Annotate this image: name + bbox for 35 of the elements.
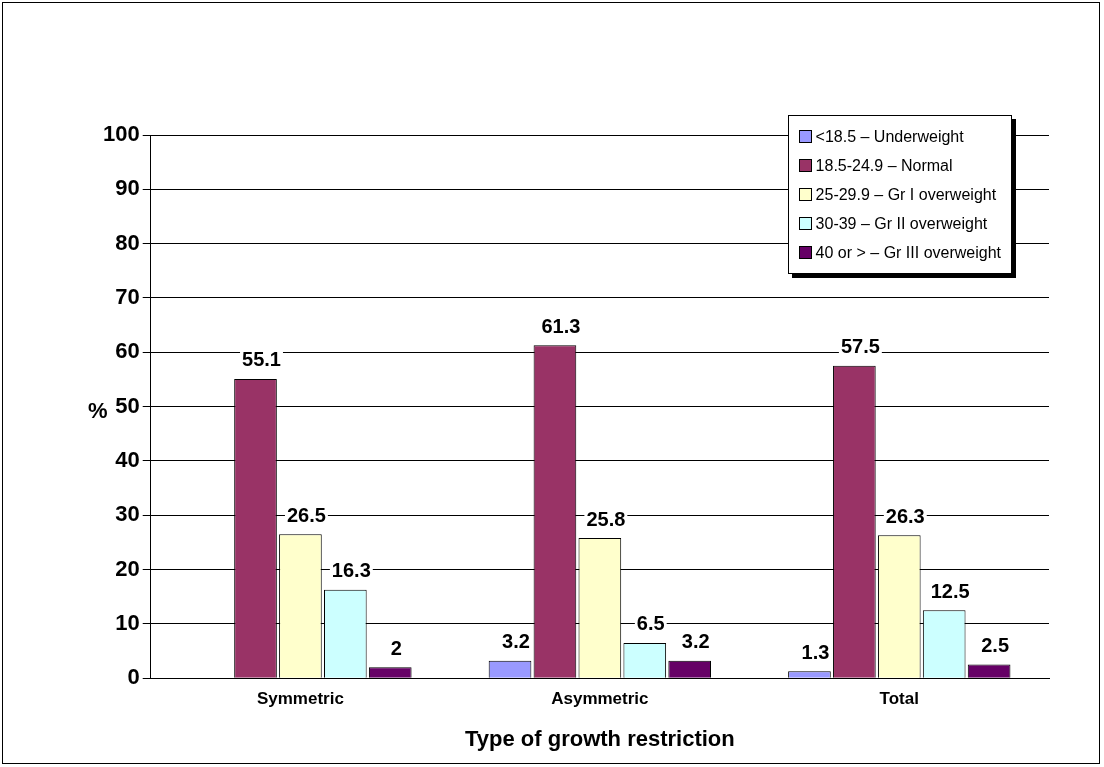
legend-label: 30-39 – Gr II overweight [815,214,988,233]
legend-label: <18.5 – Underweight [815,127,964,146]
data-label: 26.5 [286,503,326,526]
data-label: 3.2 [681,630,710,653]
data-label: 16.3 [331,559,371,582]
x-tick-label: Symmetric [256,689,344,709]
data-label: 25.8 [586,507,626,530]
data-label: 55.1 [242,348,281,371]
y-tick-label: 70 [115,284,140,310]
y-tick-label: 100 [102,121,140,147]
legend-label: 25-29.9 – Gr I overweight [815,185,997,204]
y-axis-title: % [88,398,108,424]
y-tick-label: 0 [127,664,140,690]
x-tick-label: Total [879,689,919,709]
y-tick-label: 50 [115,392,140,418]
data-label: 3.2 [502,630,530,653]
y-tick-label: 10 [115,609,140,635]
y-tick-label: 30 [115,501,140,527]
data-label: 26.3 [885,504,925,527]
y-tick-label: 40 [115,446,140,472]
data-label: 12.5 [930,579,970,602]
x-axis-title: Type of growth restriction [464,725,735,751]
data-label: 6.5 [636,612,665,635]
data-label: 61.3 [541,314,581,337]
data-label: 1.3 [801,640,830,663]
data-label: 2 [390,636,402,659]
y-tick-label: 90 [115,175,140,201]
y-tick-label: 20 [115,555,140,581]
y-tick-label: 80 [115,229,140,255]
legend-label: 18.5-24.9 – Normal [815,156,953,175]
y-tick-label: 60 [115,338,140,364]
x-tick-label: Asymmetric [551,689,649,709]
legend-label: 40 or > – Gr III overweight [815,243,1001,262]
data-label: 57.5 [840,335,880,358]
data-label: 2.5 [981,634,1010,657]
